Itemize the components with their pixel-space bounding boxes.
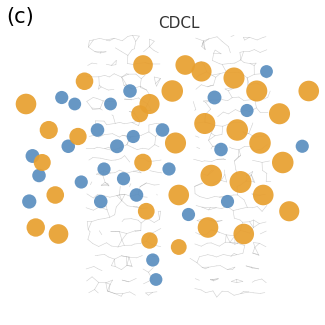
- Point: [199, 69, 204, 74]
- Point: [150, 257, 155, 263]
- Point: [205, 225, 211, 230]
- Point: [300, 144, 305, 149]
- Point: [95, 127, 100, 133]
- Point: [241, 231, 246, 237]
- Point: [30, 153, 35, 159]
- Point: [53, 192, 58, 198]
- Point: [140, 62, 146, 68]
- Point: [183, 62, 188, 68]
- Point: [235, 127, 240, 133]
- Point: [170, 88, 175, 94]
- Point: [212, 95, 217, 100]
- Point: [134, 192, 139, 198]
- Point: [108, 101, 113, 107]
- Point: [202, 121, 207, 126]
- Point: [261, 192, 266, 198]
- Point: [72, 101, 77, 107]
- Point: [33, 225, 38, 230]
- Point: [121, 176, 126, 181]
- Point: [79, 179, 84, 185]
- Point: [244, 108, 250, 113]
- Point: [264, 69, 269, 74]
- Point: [257, 140, 263, 146]
- Point: [36, 173, 42, 178]
- Point: [101, 166, 107, 172]
- Point: [114, 144, 120, 149]
- Point: [160, 127, 165, 133]
- Point: [287, 209, 292, 214]
- Point: [176, 244, 181, 250]
- Point: [75, 134, 81, 139]
- Point: [137, 111, 142, 116]
- Point: [46, 127, 51, 133]
- Point: [147, 101, 152, 107]
- Point: [277, 111, 282, 116]
- Point: [23, 101, 29, 107]
- Point: [176, 192, 181, 198]
- Point: [280, 160, 285, 165]
- Point: [66, 144, 71, 149]
- Point: [27, 199, 32, 204]
- Point: [40, 160, 45, 165]
- Point: [82, 79, 87, 84]
- Point: [144, 209, 149, 214]
- Point: [153, 277, 159, 282]
- Point: [98, 199, 103, 204]
- Point: [147, 238, 152, 243]
- Point: [131, 134, 136, 139]
- Point: [173, 140, 178, 146]
- Point: [238, 179, 243, 185]
- Point: [306, 88, 311, 94]
- Point: [218, 147, 224, 152]
- Point: [225, 199, 230, 204]
- Point: [140, 160, 146, 165]
- Text: CDCL: CDCL: [158, 16, 200, 31]
- Point: [56, 231, 61, 237]
- Text: (c): (c): [6, 6, 34, 27]
- Point: [231, 75, 237, 81]
- Point: [186, 212, 191, 217]
- Point: [209, 173, 214, 178]
- Point: [59, 95, 64, 100]
- Point: [127, 88, 133, 94]
- Point: [166, 166, 172, 172]
- Point: [254, 88, 259, 94]
